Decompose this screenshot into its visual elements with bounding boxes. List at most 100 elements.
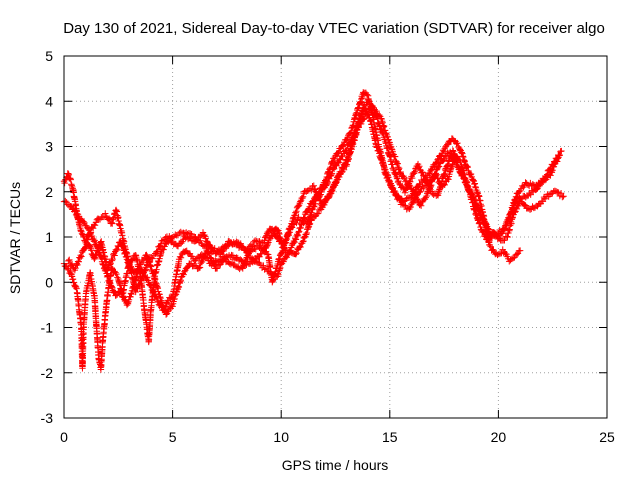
data-point-track-3 — [377, 155, 384, 162]
data-point-track-3 — [80, 232, 87, 239]
data-point-track-4 — [507, 214, 514, 221]
y-tick-label: 3 — [45, 139, 53, 155]
data-point-track-3 — [138, 276, 145, 284]
data-point-track-4 — [461, 176, 468, 183]
data-point-track-2 — [249, 259, 256, 266]
data-point-track-4 — [127, 263, 135, 270]
data-point-track-3 — [386, 178, 393, 186]
data-point-track-4 — [328, 187, 336, 194]
data-point-track-4 — [244, 255, 251, 263]
data-point-track-3 — [61, 179, 68, 187]
data-point-track-3 — [487, 234, 494, 241]
data-point-track-2 — [106, 278, 113, 285]
data-point-track-4 — [376, 122, 384, 130]
data-point-track-3 — [314, 210, 322, 217]
data-point-track-4 — [426, 185, 433, 192]
data-point-track-3 — [193, 237, 200, 244]
data-point-track-3 — [560, 193, 567, 200]
x-tick-label: 0 — [60, 429, 68, 445]
data-point-track-3 — [277, 238, 285, 245]
data-point-track-1 — [437, 153, 444, 160]
data-point-track-2 — [127, 293, 134, 301]
data-point-track-3 — [305, 224, 312, 231]
data-point-track-1 — [453, 140, 460, 147]
data-point-track-3 — [385, 174, 392, 181]
data-point-track-1 — [294, 231, 302, 239]
data-point-track-4 — [554, 155, 562, 162]
data-point-track-4 — [377, 126, 385, 133]
data-point-track-1 — [471, 180, 479, 187]
data-point-track-3 — [428, 177, 435, 184]
data-point-track-4 — [341, 159, 349, 167]
data-point-track-3 — [374, 144, 381, 151]
data-point-track-4 — [312, 188, 319, 195]
data-point-track-1 — [182, 229, 190, 236]
data-point-track-4 — [180, 271, 187, 278]
data-point-track-3 — [472, 210, 479, 218]
data-point-track-4 — [106, 261, 114, 268]
data-point-track-4 — [326, 191, 333, 198]
data-point-track-2 — [109, 284, 116, 291]
data-point-track-4 — [91, 254, 99, 262]
data-point-track-3 — [300, 237, 307, 245]
data-point-track-1 — [295, 229, 302, 236]
data-point-track-4 — [471, 196, 478, 204]
data-point-track-2 — [529, 180, 537, 188]
data-point-track-3 — [306, 221, 313, 228]
data-point-track-4 — [213, 265, 221, 272]
data-point-track-4 — [279, 247, 287, 254]
data-point-track-3 — [457, 159, 464, 166]
y-tick-label: 5 — [45, 48, 53, 64]
data-point-track-4 — [77, 252, 84, 259]
data-point-track-4 — [87, 245, 95, 252]
data-point-track-4 — [120, 246, 127, 254]
data-point-track-4 — [330, 183, 338, 191]
data-point-track-3 — [218, 248, 226, 255]
data-point-track-4 — [119, 242, 126, 249]
data-point-track-3 — [412, 195, 419, 202]
data-point-track-3 — [376, 150, 383, 157]
data-point-track-3 — [276, 237, 284, 244]
data-point-track-2 — [323, 181, 330, 188]
data-point-track-3 — [293, 249, 300, 257]
data-point-track-1 — [129, 255, 137, 263]
data-point-track-4 — [374, 119, 382, 126]
data-point-track-3 — [388, 182, 395, 189]
data-point-track-3 — [261, 237, 268, 244]
data-point-track-2 — [124, 299, 131, 307]
data-point-track-3 — [400, 202, 408, 209]
data-point-track-3 — [145, 257, 152, 265]
data-point-track-4 — [131, 269, 139, 277]
data-point-track-3 — [302, 231, 310, 238]
data-point-track-3 — [203, 238, 211, 245]
x-axis-label: GPS time / hours — [282, 457, 389, 473]
data-point-track-4 — [105, 264, 112, 271]
data-point-track-2 — [125, 296, 133, 303]
data-point-track-4 — [75, 258, 82, 265]
axis-ticks: -3 -2 -1 0 1 2 3 4 5 0 5 10 15 20 25 — [41, 48, 615, 445]
data-point-track-4 — [455, 164, 462, 171]
data-point-track-2 — [403, 177, 410, 184]
data-point-track-4 — [401, 189, 409, 196]
data-point-track-3 — [391, 190, 399, 198]
data-point-track-3 — [295, 244, 303, 251]
data-point-track-4 — [506, 217, 513, 224]
data-point-track-4 — [363, 111, 371, 118]
data-points — [60, 89, 567, 373]
data-point-track-3 — [91, 222, 99, 229]
data-point-track-4 — [334, 176, 342, 183]
data-point-track-3 — [297, 243, 304, 251]
data-point-track-2 — [177, 254, 185, 262]
data-point-track-2 — [395, 165, 403, 172]
data-point-track-3 — [223, 243, 230, 250]
data-point-track-4 — [295, 202, 302, 210]
data-point-track-1 — [459, 150, 466, 157]
data-point-track-3 — [382, 168, 389, 176]
data-point-track-3 — [476, 220, 484, 227]
data-point-track-2 — [421, 196, 429, 203]
data-point-track-3 — [157, 240, 165, 247]
data-point-track-4 — [119, 243, 127, 251]
data-point-track-1 — [334, 149, 342, 157]
data-point-track-2 — [188, 253, 196, 260]
